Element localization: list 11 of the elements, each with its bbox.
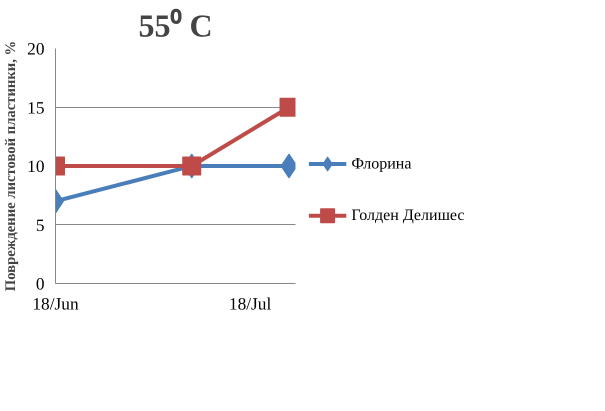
y-tick-label: 5 bbox=[36, 216, 45, 235]
x-tick-label: 18/Jul bbox=[228, 294, 272, 314]
y-tick-label: 15 bbox=[27, 98, 44, 118]
chart-title: 55⁰ C bbox=[138, 8, 213, 44]
y-tick-label: 0 bbox=[36, 274, 45, 294]
y-axis-title: Повреждение листовой пластинки, % bbox=[3, 40, 20, 292]
x-tick-label: 18/Jun bbox=[32, 294, 79, 314]
y-tick-label: 20 bbox=[27, 40, 44, 58]
legend-label: Флорина bbox=[351, 156, 412, 173]
y-tick-label: 10 bbox=[27, 157, 44, 176]
legend-label: Голден Делишес bbox=[351, 207, 465, 224]
